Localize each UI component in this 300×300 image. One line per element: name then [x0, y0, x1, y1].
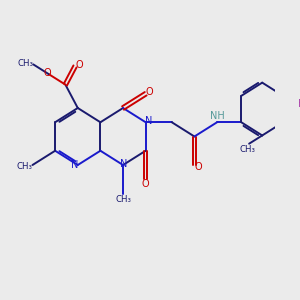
Text: O: O: [146, 87, 154, 97]
Text: CH₃: CH₃: [16, 162, 32, 171]
Text: N: N: [71, 160, 78, 170]
Text: CH₃: CH₃: [240, 145, 256, 154]
Text: O: O: [44, 68, 51, 78]
Text: O: O: [195, 161, 203, 172]
Text: CH₃: CH₃: [17, 59, 34, 68]
Text: N: N: [145, 116, 153, 126]
Text: O: O: [75, 60, 83, 70]
Text: O: O: [142, 179, 149, 189]
Text: F: F: [298, 99, 300, 109]
Text: NH: NH: [210, 111, 225, 121]
Text: CH₃: CH₃: [115, 195, 131, 204]
Text: N: N: [120, 159, 127, 169]
